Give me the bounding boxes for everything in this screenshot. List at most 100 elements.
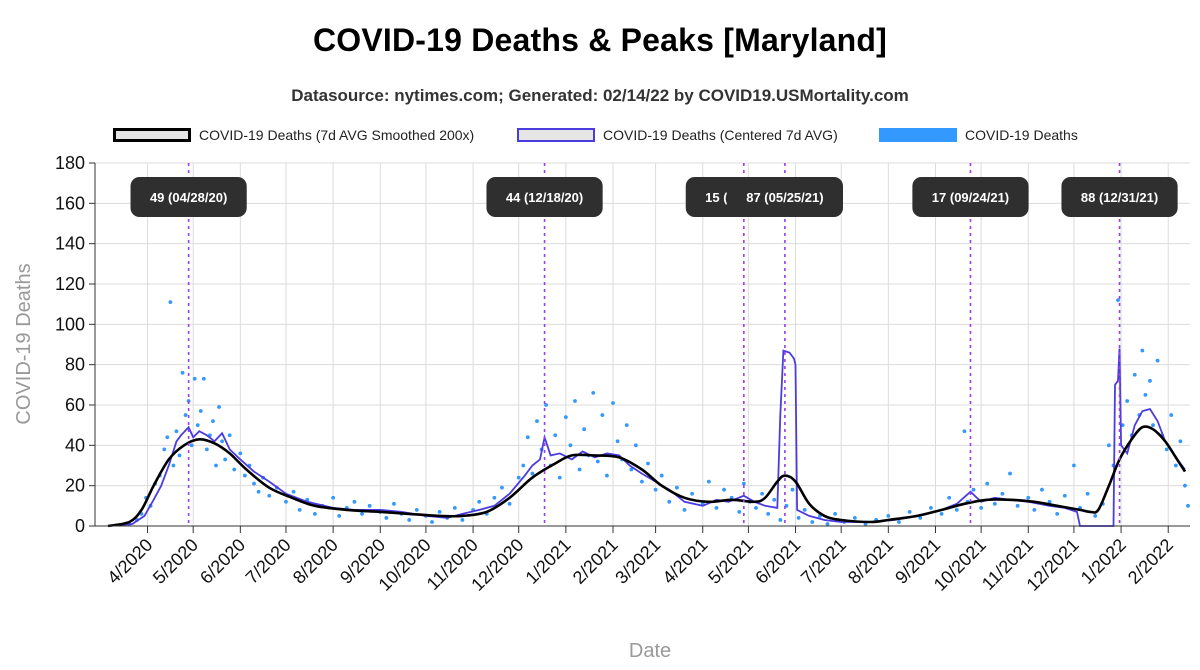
x-tick-label: 5/2021 [704, 535, 757, 588]
raw-death-point [183, 413, 188, 417]
raw-death-point [640, 479, 644, 484]
legend-swatch-raw [879, 128, 957, 142]
raw-death-point [331, 495, 336, 500]
raw-death-point [1008, 471, 1012, 476]
raw-death-point [437, 509, 442, 514]
x-tick-label: 5/2020 [149, 535, 202, 588]
raw-death-point [492, 495, 497, 500]
raw-death-point [600, 413, 605, 417]
raw-deaths-points [127, 298, 1190, 526]
raw-death-point [591, 391, 596, 395]
raw-death-point [1132, 372, 1137, 377]
y-tick-label: 0 [75, 516, 85, 536]
raw-death-point [217, 405, 221, 409]
raw-death-point [573, 399, 577, 403]
raw-death-point [312, 512, 317, 516]
x-tick-label: 1/2022 [1077, 535, 1130, 588]
raw-death-point [186, 399, 191, 403]
raw-death-point [407, 518, 412, 522]
raw-death-point [516, 475, 521, 480]
raw-death-point [659, 473, 664, 478]
y-tick-label: 160 [55, 193, 85, 213]
raw-death-point [918, 516, 923, 520]
raw-death-point [886, 514, 891, 518]
peak-label-bubble: 49 (04/28/20) [130, 177, 247, 217]
x-axis-title: Date [629, 640, 671, 662]
raw-death-point [243, 473, 247, 478]
raw-death-point [897, 520, 901, 524]
raw-death-point [530, 471, 535, 476]
raw-death-point [646, 461, 650, 466]
raw-death-point [1178, 439, 1183, 444]
raw-death-point [1116, 298, 1120, 303]
raw-death-point [1032, 507, 1037, 512]
raw-death-point [796, 516, 801, 520]
x-tick-label: 1/2021 [522, 535, 575, 588]
raw-death-point [690, 491, 695, 496]
raw-death-point [452, 505, 457, 510]
y-tick-label: 100 [55, 314, 85, 334]
raw-death-point [525, 435, 530, 440]
raw-death-point [563, 415, 568, 419]
peak-label-bg [1061, 177, 1178, 217]
raw-death-point [1047, 499, 1052, 504]
y-tick-label: 140 [55, 234, 85, 254]
raw-death-point [430, 520, 434, 524]
raw-death-point [615, 439, 620, 444]
peak-label-text: 88 (12/31/21) [1081, 190, 1158, 205]
raw-death-point [939, 512, 944, 516]
raw-death-point [971, 487, 976, 492]
raw-death-point [192, 376, 197, 381]
raw-death-point [557, 475, 562, 480]
raw-death-point [174, 429, 179, 434]
raw-death-point [714, 505, 719, 510]
x-tick-label: 7/2021 [797, 535, 850, 588]
raw-death-point [605, 473, 609, 478]
raw-death-point [553, 433, 558, 438]
peak-label-bg [486, 177, 603, 217]
chart-title: COVID-19 Deaths & Peaks [Maryland] [312, 22, 888, 58]
raw-death-point [460, 518, 465, 522]
raw-death-point [352, 499, 357, 504]
raw-death-point [979, 505, 984, 510]
raw-death-point [211, 419, 215, 424]
raw-death-point [177, 453, 182, 458]
raw-death-point [852, 516, 857, 520]
raw-death-point [544, 403, 548, 407]
peak-markers: 49 (04/28/20)44 (12/18/20)15 (04/28/21)8… [130, 163, 1178, 526]
raw-death-point [706, 479, 711, 484]
raw-death-point [1093, 514, 1098, 518]
raw-death-point [624, 423, 629, 428]
x-tick-label: 8/2021 [844, 535, 897, 588]
raw-death-point [653, 487, 658, 492]
raw-death-point [500, 485, 504, 490]
raw-death-point [238, 451, 243, 456]
peak-label-text: 44 (12/18/20) [506, 190, 583, 205]
raw-death-point [198, 409, 203, 413]
y-tick-label: 120 [55, 274, 85, 294]
raw-death-point [595, 459, 600, 464]
raw-death-point [1062, 493, 1067, 498]
raw-death-point [954, 507, 959, 512]
raw-death-point [1040, 487, 1044, 492]
raw-death-point [675, 485, 679, 490]
legend-item-centered[interactable]: COVID-19 Deaths (Centered 7d AVG) [517, 124, 838, 146]
peak-label-text: 87 (05/25/21) [746, 190, 823, 205]
peak-label-bg [726, 177, 844, 217]
legend-swatch-centered [517, 128, 595, 142]
raw-death-point [1183, 483, 1187, 488]
raw-death-point [204, 447, 209, 452]
raw-death-point [833, 512, 837, 516]
raw-death-point [611, 401, 615, 405]
legend-swatch-smoothed [113, 128, 191, 142]
y-tick-label: 40 [65, 435, 85, 455]
legend-item-raw[interactable]: COVID-19 Deaths [879, 124, 1078, 146]
y-tick-label: 60 [65, 395, 85, 415]
legend-item-smoothed[interactable]: COVID-19 Deaths (7d AVG Smoothed 200x) [113, 124, 474, 146]
peak-label-text: 17 (09/24/21) [932, 190, 1009, 205]
peak-label-bubble: 88 (12/31/21) [1061, 177, 1178, 217]
y-tick-label: 20 [65, 476, 85, 496]
x-tick-label: 8/2020 [289, 535, 342, 588]
x-tick-label: 4/2021 [659, 535, 712, 588]
